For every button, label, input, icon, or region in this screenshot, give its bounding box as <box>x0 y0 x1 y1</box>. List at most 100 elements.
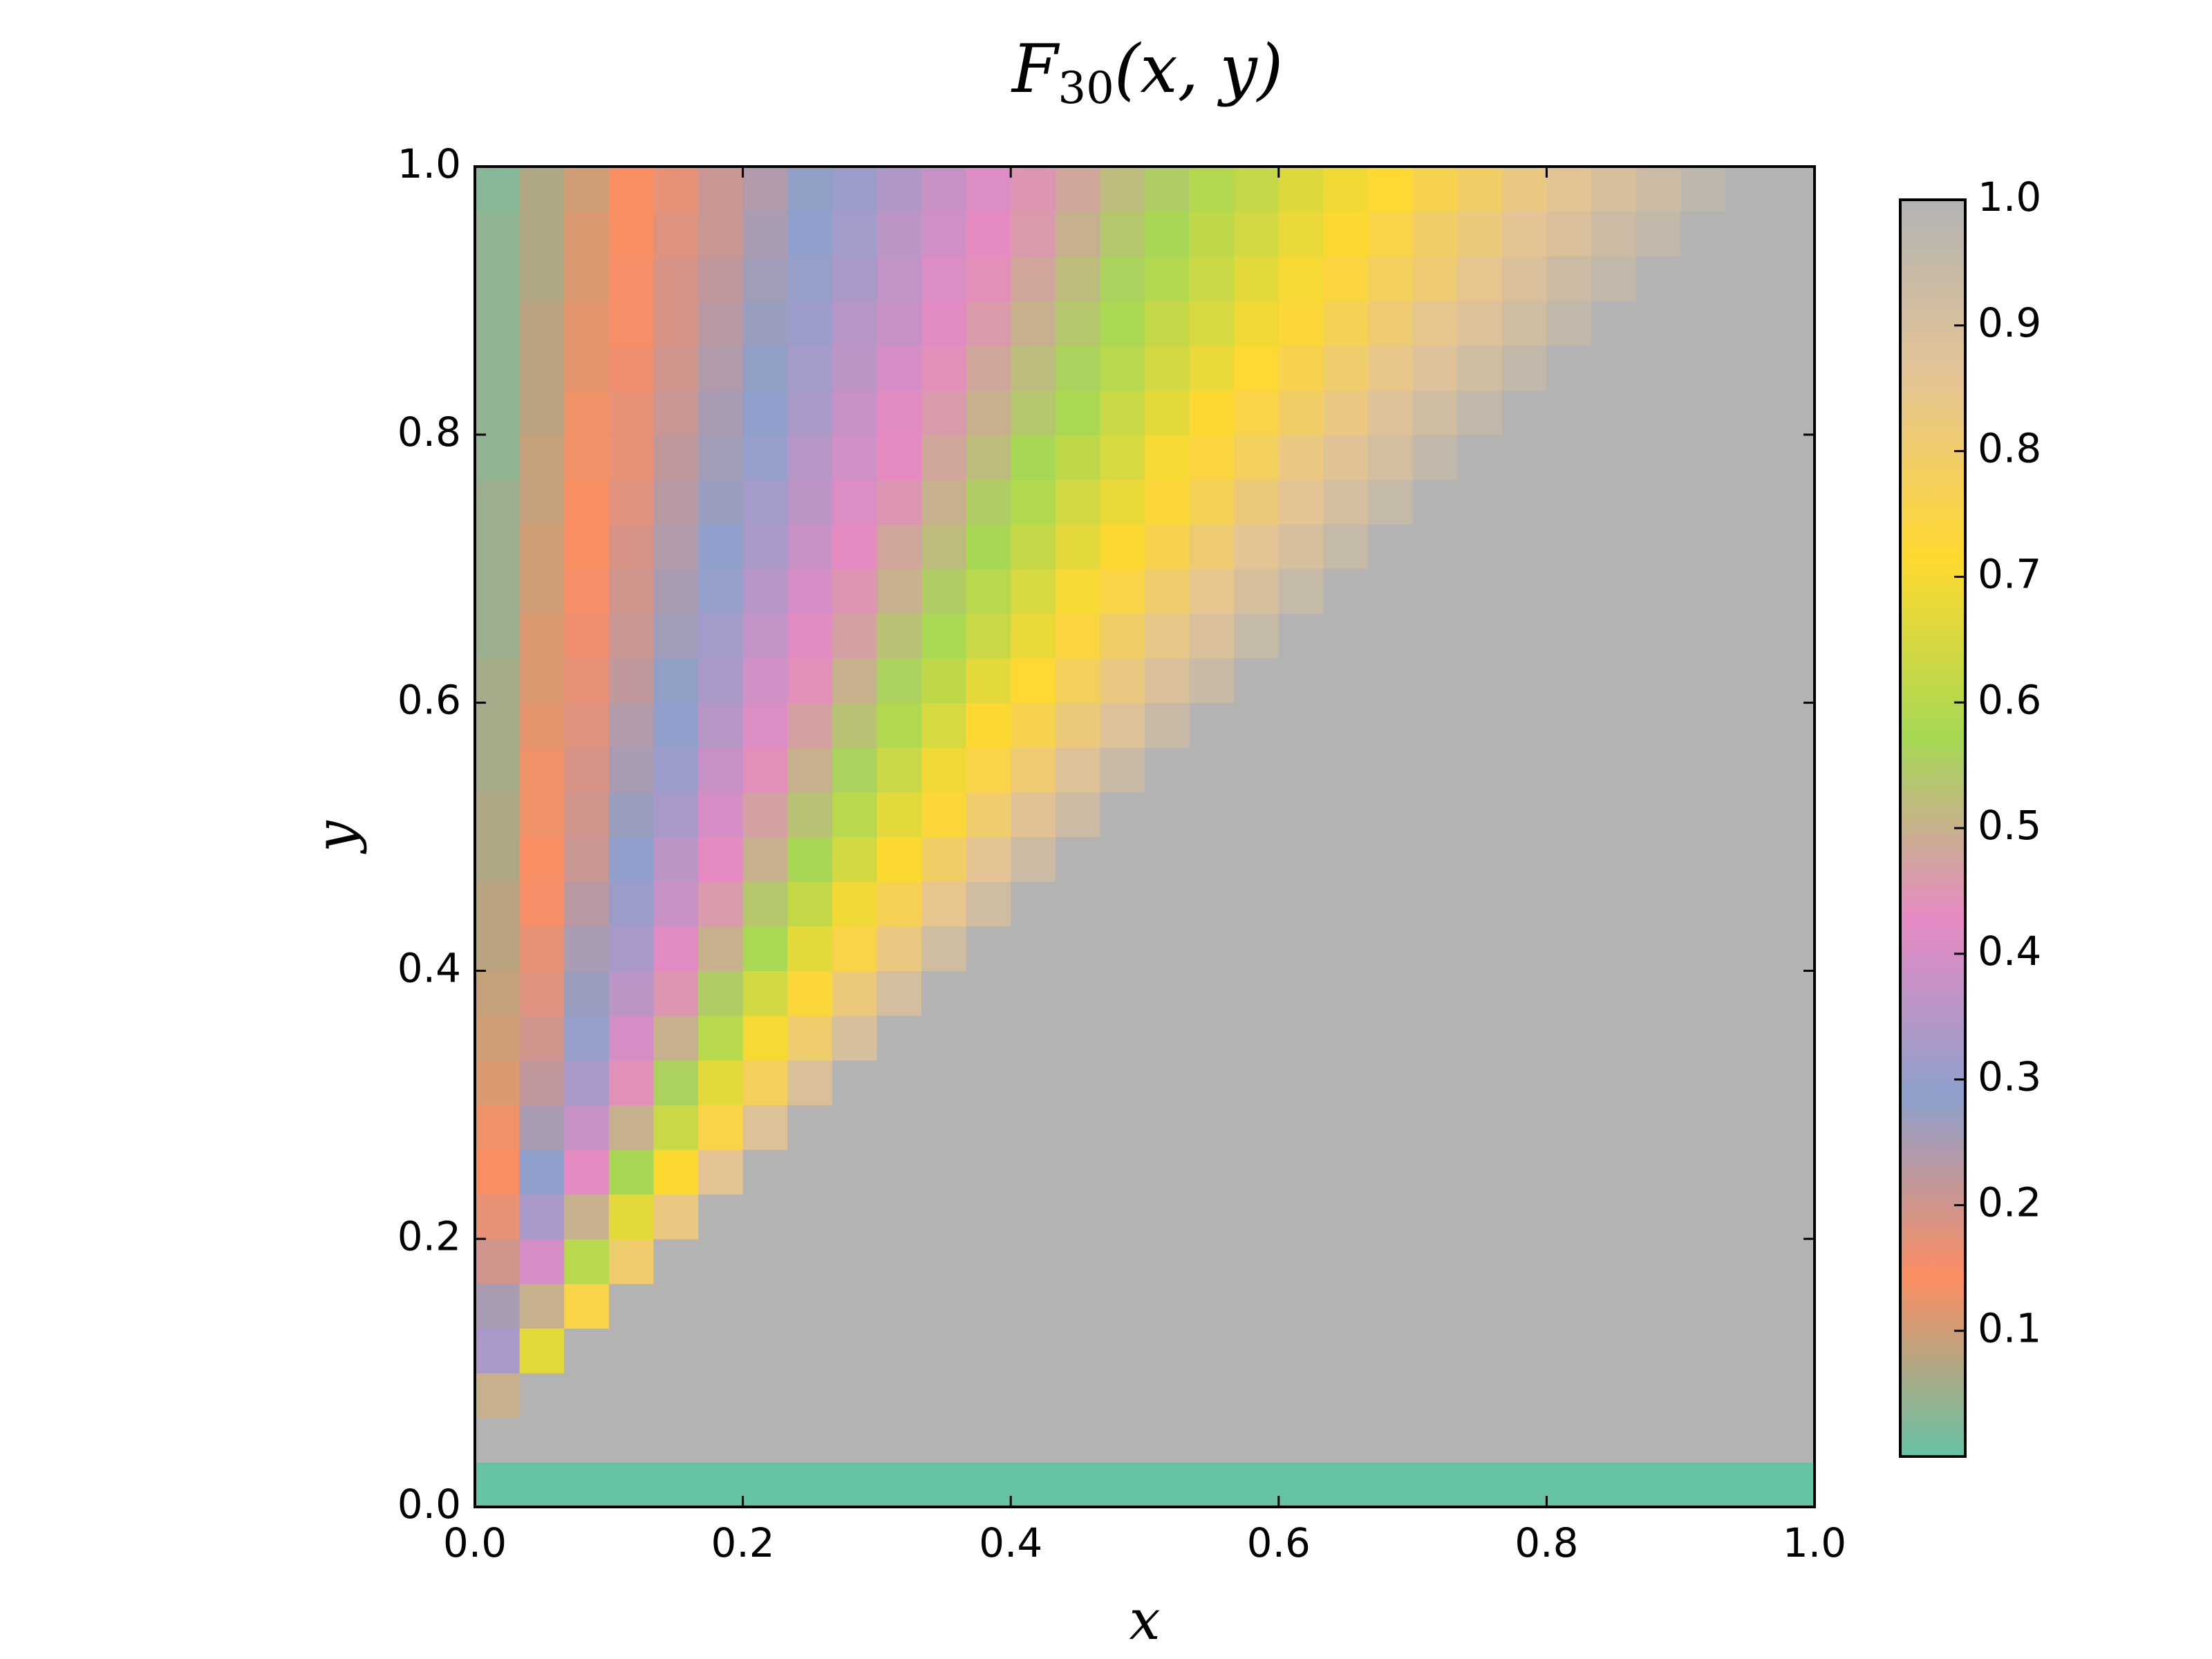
cell <box>1546 1417 1592 1463</box>
cell <box>1680 971 1726 1016</box>
cell <box>608 791 654 838</box>
cell <box>966 167 1011 212</box>
cell <box>877 1015 922 1061</box>
cell <box>1591 971 1637 1016</box>
cell <box>1145 1417 1190 1463</box>
cell <box>1011 300 1056 346</box>
cell <box>1725 791 1770 838</box>
cell <box>1770 300 1815 346</box>
cell <box>1368 613 1414 659</box>
cell <box>1055 256 1100 301</box>
title-main: F <box>1011 30 1060 108</box>
cell <box>1591 1373 1637 1418</box>
colorbar-tick-label: 0.9 <box>1978 299 2041 346</box>
cell <box>1011 1105 1056 1150</box>
cell <box>1770 479 1815 525</box>
cell <box>1501 390 1547 435</box>
cell <box>1100 657 1145 704</box>
cell <box>832 881 877 927</box>
cell <box>1368 1105 1414 1150</box>
cell <box>1368 524 1414 570</box>
cell <box>1189 747 1235 793</box>
cell <box>608 1328 654 1374</box>
cell <box>1278 881 1324 927</box>
cell <box>1189 524 1235 570</box>
cell <box>1501 971 1547 1016</box>
cell <box>966 1283 1011 1329</box>
cell <box>877 1283 922 1329</box>
cell <box>1055 926 1100 971</box>
cell <box>1234 1462 1280 1508</box>
cell <box>1055 1283 1100 1329</box>
cell <box>1546 881 1592 927</box>
cell <box>1680 167 1726 212</box>
cell <box>1368 1239 1414 1284</box>
cell <box>787 747 833 793</box>
cell <box>1100 1328 1145 1374</box>
cell <box>1457 390 1503 435</box>
colorbar-tick-label: 0.8 <box>1978 425 2041 472</box>
cell <box>1055 300 1100 346</box>
cell <box>966 657 1011 704</box>
cell <box>1234 881 1280 927</box>
cell <box>742 390 788 435</box>
cell <box>1100 434 1145 480</box>
cell <box>608 1060 654 1105</box>
cell <box>1278 434 1324 480</box>
cell <box>1011 1283 1056 1329</box>
cell <box>832 1060 877 1105</box>
cell <box>1234 1015 1280 1061</box>
cell <box>1635 836 1681 882</box>
cell <box>1189 345 1235 391</box>
cell <box>1770 613 1815 659</box>
cell <box>832 657 877 704</box>
cell <box>1770 702 1815 748</box>
cell <box>787 1462 833 1508</box>
cell <box>1725 345 1770 391</box>
cell <box>832 1417 877 1463</box>
cell <box>1680 1462 1726 1508</box>
cell <box>787 836 833 882</box>
cell <box>1323 568 1369 614</box>
cell <box>877 657 922 704</box>
cell <box>742 300 788 346</box>
cell <box>1412 568 1458 614</box>
cell <box>1234 1328 1280 1374</box>
cell <box>1680 345 1726 391</box>
cell <box>1635 791 1681 838</box>
cell <box>564 971 610 1016</box>
cell <box>966 881 1011 927</box>
cell <box>1011 702 1056 748</box>
cell <box>1457 1060 1503 1105</box>
cell <box>564 1417 610 1463</box>
cell <box>608 1239 654 1284</box>
cell <box>1368 1015 1414 1061</box>
cell <box>1501 1060 1547 1105</box>
cell <box>1412 1417 1458 1463</box>
cell <box>1368 657 1414 704</box>
cell <box>787 434 833 480</box>
cell <box>1368 926 1414 971</box>
cell <box>519 256 565 301</box>
cell <box>877 1239 922 1284</box>
cell <box>1501 479 1547 525</box>
cell <box>698 1194 744 1239</box>
cell <box>653 167 699 212</box>
cell <box>1635 211 1681 256</box>
cell <box>1501 702 1547 748</box>
cell <box>787 390 833 435</box>
cell <box>1278 568 1324 614</box>
colorbar-tick-label: 0.3 <box>1978 1053 2041 1100</box>
cell <box>475 971 521 1016</box>
cell <box>1680 1015 1726 1061</box>
cell <box>519 613 565 659</box>
cell <box>608 657 654 704</box>
cell <box>1680 836 1726 882</box>
cell <box>1725 836 1770 882</box>
cell <box>1412 1283 1458 1329</box>
colorbar-tick-label: 0.4 <box>1978 928 2041 975</box>
cell <box>1635 1060 1681 1105</box>
cell <box>966 479 1011 525</box>
cell <box>877 256 922 301</box>
